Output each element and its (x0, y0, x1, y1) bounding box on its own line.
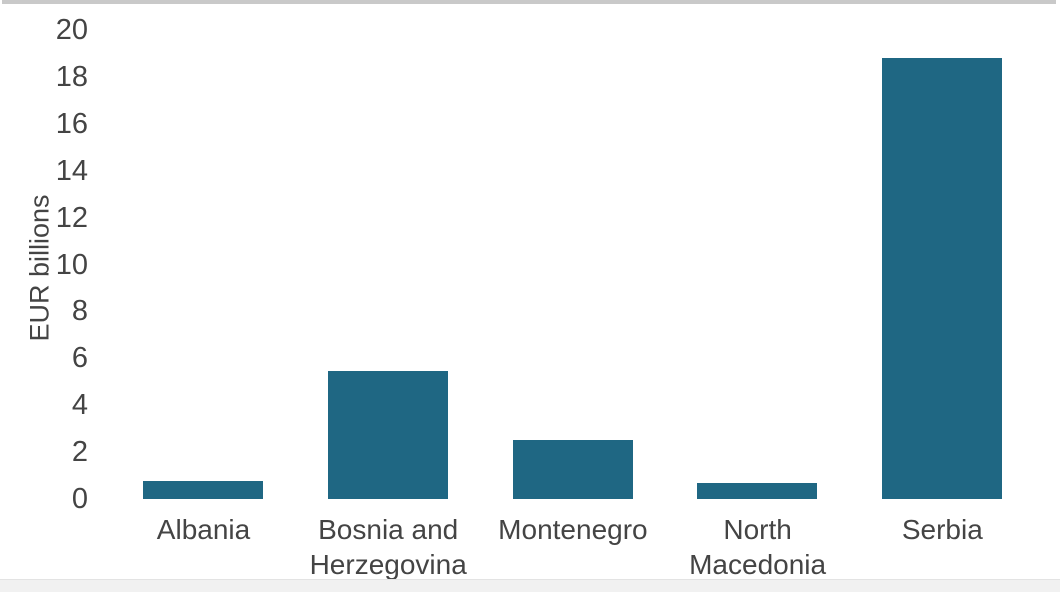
bar-north-macedonia (697, 482, 818, 499)
y-tick-label: 20 (55, 14, 88, 46)
y-tick-label: 12 (55, 201, 88, 234)
x-category-label: Albania (156, 514, 251, 545)
y-tick-label: 4 (71, 389, 88, 422)
x-category-label: Bosnia and Herzegovina (309, 514, 467, 580)
y-tick-label: 8 (71, 295, 88, 328)
bar-albania (143, 481, 264, 499)
bar-bosnia-and-herzegovina (328, 371, 449, 499)
bottom-strip (0, 579, 1060, 592)
y-tick-label: 10 (55, 248, 88, 281)
bar-serbia (882, 58, 1003, 499)
y-tick-label: 0 (71, 483, 88, 515)
x-category-label: North Macedonia (689, 514, 827, 580)
y-tick-label: 16 (55, 107, 88, 140)
y-tick-label: 14 (55, 154, 88, 187)
bar-montenegro (512, 440, 633, 499)
y-tick-label: 2 (71, 436, 88, 469)
x-category-label: Montenegro (498, 514, 648, 545)
top-border-line (2, 0, 1056, 4)
y-tick-label: 18 (55, 60, 88, 93)
y-tick-label: 6 (71, 342, 88, 375)
x-category-label: Serbia (901, 514, 983, 545)
